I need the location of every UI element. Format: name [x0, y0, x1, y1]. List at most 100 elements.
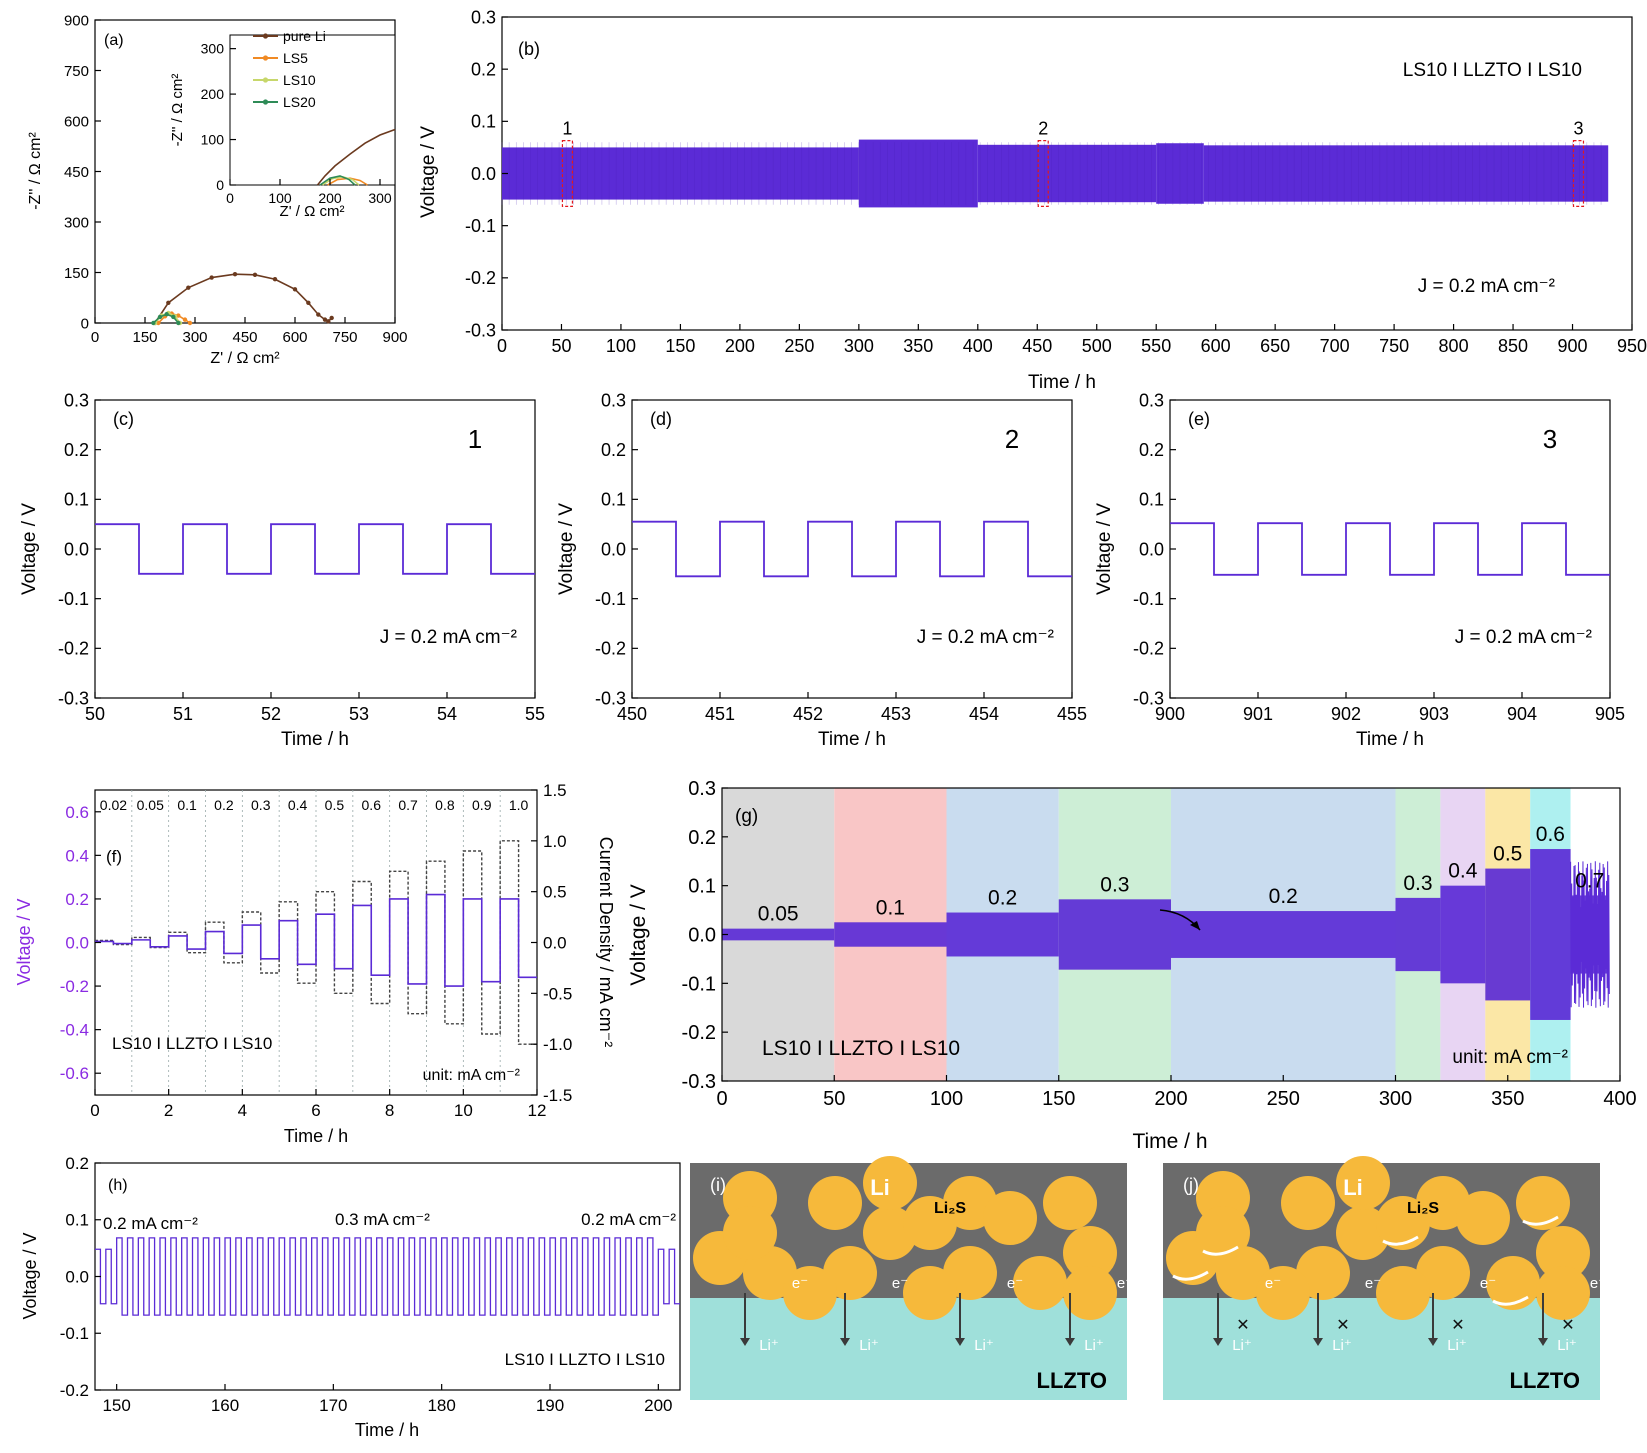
cell-annotation-b: LS10 I LLZTO I LS10 [1403, 60, 1582, 81]
voltage-trace-c [95, 523, 535, 575]
x-tick-b-label: 950 [1617, 336, 1647, 356]
li2s-particle [1336, 1156, 1390, 1210]
x-tick-f-label: 4 [238, 1101, 247, 1120]
y-tick-b-label: 0.3 [471, 7, 496, 27]
panel-c: 50 51 52 53 54 55 -0.3 -0.2 -0.1 0.0 0.1 0.2 0.3 (c) 1… [19, 390, 545, 750]
data-point-pure-Li [326, 319, 331, 324]
x-tick-c-label: 53 [349, 704, 369, 724]
x-tick-b-label: 850 [1498, 336, 1528, 356]
data-point-LS5 [176, 313, 181, 318]
step-label: 0.9 [472, 797, 492, 813]
arrow-head-g [1190, 921, 1200, 930]
li2s-particle [743, 1246, 797, 1300]
li-ion-label: Li⁺ [1447, 1337, 1467, 1354]
x-tick-g-label: 0 [716, 1088, 727, 1110]
y-tick-right-label-f: 1.5 [543, 781, 567, 800]
cell-annotation-g: LS10 I LLZTO I LS10 [762, 1037, 960, 1060]
inset-background [230, 35, 395, 185]
cell-annotation-h: LS10 I LLZTO I LS10 [505, 1350, 665, 1369]
x-axis-label-b: Time / h [1028, 372, 1096, 393]
data-point-pure-Li [252, 272, 258, 278]
x-axis-label-h: Time / h [355, 1420, 419, 1440]
void-gap [1172, 1270, 1209, 1281]
li2s-particle [903, 1196, 957, 1250]
y-tick-b-label: -0.3 [465, 320, 496, 340]
x-tick-b-label: 200 [725, 336, 755, 356]
li2s-particle [1416, 1246, 1470, 1300]
y-tick-h-label: -0.1 [60, 1324, 89, 1343]
y-tick-a-label: 900 [64, 12, 89, 29]
current-label-h-end: 0.2 mA cm⁻² [581, 1210, 676, 1229]
x-axis-label-e: Time / h [1356, 729, 1424, 750]
voltage-envelope-g [834, 922, 947, 947]
panel-a: (a) 0 150 300 450 600 750 900 0 150 300 450 600 750… [27, 12, 408, 367]
y-tick-d-label: 0.3 [601, 390, 626, 410]
x-tick-h-label: 160 [211, 1396, 239, 1415]
y-tick-d-label: 0.0 [601, 539, 626, 559]
y-tick-e-label: -0.1 [1133, 589, 1164, 609]
x-tick-d-label: 455 [1057, 704, 1087, 724]
li2s-particle [1536, 1266, 1590, 1320]
x-tick-e-label: 905 [1595, 704, 1625, 724]
data-point-LS20 [171, 314, 176, 320]
step-label: 0.5 [325, 797, 345, 813]
x-tick-g-label: 200 [1154, 1088, 1187, 1110]
data-point-pure-Li [166, 300, 171, 305]
panel-d: 450 451 452 453 454 455 -0.3 -0.2 -0.1 0.0 0.1 0.2 0… [556, 390, 1087, 750]
x-tick-g-label: 250 [1267, 1088, 1300, 1110]
y-tick-g-label: 0.0 [688, 925, 716, 947]
y-axis-label-d: Voltage / V [556, 503, 577, 595]
y-tick-e-label: -0.2 [1133, 639, 1164, 659]
data-point-pure-Li [329, 315, 334, 321]
step-label: 0.8 [435, 797, 455, 813]
highlight-label: 2 [1038, 118, 1048, 138]
x-tick-b-label: 900 [1558, 336, 1588, 356]
y-tick-g-label: -0.1 [682, 973, 716, 995]
x-tick-f-label: 6 [311, 1101, 320, 1120]
voltage-envelope-b [858, 139, 978, 208]
y-tick-c-label: -0.2 [58, 639, 89, 659]
x-tick-e-label: 903 [1419, 704, 1449, 724]
y-tick-g-label: -0.2 [682, 1022, 716, 1044]
li2s-particle [943, 1246, 997, 1300]
x-tick-g-label: 50 [823, 1088, 845, 1110]
legend-marker [262, 77, 269, 83]
li2s-particle [1063, 1266, 1117, 1320]
data-point-LS5 [187, 320, 193, 326]
data-point-LS5 [156, 320, 161, 326]
data-point-pure-Li [232, 271, 238, 277]
current-density-trace [95, 840, 537, 1045]
electron-label: e⁻ [1590, 1275, 1606, 1292]
voltage-envelope-g [1530, 849, 1571, 1020]
y-tick-a-label: 150 [64, 265, 89, 282]
current-step-label: 0.1 [876, 896, 905, 919]
blocked-marker: ✕ [1336, 1317, 1349, 1334]
y-tick-e-label: 0.0 [1139, 539, 1164, 559]
x-tick-b-label: 100 [606, 336, 636, 356]
inset-frame-a [229, 34, 396, 186]
x-tick-f-label: 12 [528, 1101, 547, 1120]
cell-annotation-f: LS10 I LLZTO I LS10 [112, 1034, 272, 1053]
panel-label-e: (e) [1188, 409, 1210, 429]
y-tick-right-label-f: 0.5 [543, 883, 567, 902]
current-step-label: 0.5 [1493, 843, 1522, 866]
inset-x-tick-label: 300 [368, 190, 392, 206]
li2s-particle [1376, 1266, 1430, 1320]
legend-label: pure Li [283, 28, 326, 44]
x-tick-b-label: 700 [1320, 336, 1350, 356]
y-axis-label-a: -Z'' / Ω cm² [27, 132, 44, 210]
x-tick-e-label: 904 [1507, 704, 1537, 724]
voltage-trace-e [1170, 522, 1610, 576]
inset-y-tick-label: 0 [216, 177, 224, 193]
li2s-particle [1296, 1246, 1350, 1300]
voltage-envelope-b [1203, 145, 1609, 202]
x-tick-b-label: 550 [1141, 336, 1171, 356]
x-tick-b-label: 500 [1082, 336, 1112, 356]
y-tick-c-label: 0.0 [64, 539, 89, 559]
y-tick-d-label: 0.2 [601, 440, 626, 460]
y-tick-a-label: 300 [64, 214, 89, 231]
y-axis-label-h: Voltage / V [20, 1232, 40, 1319]
x-tick-d-label: 454 [969, 704, 999, 724]
voltage-envelope-g [1485, 868, 1531, 1001]
x-tick-b-label: 300 [844, 336, 874, 356]
